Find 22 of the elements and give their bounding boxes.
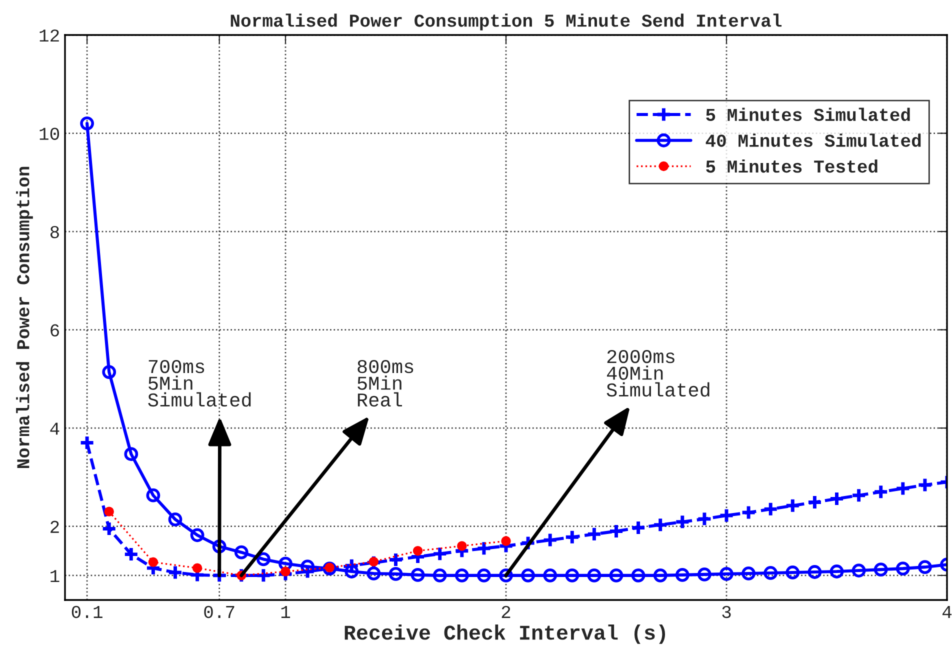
x-axis-title: Receive Check Interval (s) bbox=[344, 624, 666, 644]
legend-label: 40 Minutes Simulated bbox=[706, 134, 921, 147]
x-tick-label: 0.7 bbox=[204, 606, 234, 618]
annotation: 800ms 5Min Real bbox=[358, 360, 414, 407]
legend-label: 5 Minutes Simulated bbox=[706, 108, 910, 122]
y-tick-label: 10 bbox=[40, 128, 60, 140]
y-tick-label: 4 bbox=[50, 422, 60, 435]
x-tick-label: 3 bbox=[722, 606, 731, 618]
legend-label: 5 Minutes Tested bbox=[706, 159, 878, 173]
x-tick-label: 4 bbox=[942, 606, 952, 618]
x-tick-label: 1 bbox=[281, 606, 290, 618]
y-tick-label: 6 bbox=[50, 324, 59, 337]
x-tick-label: 0.1 bbox=[72, 606, 102, 618]
y-tick-label: 2 bbox=[50, 520, 59, 533]
chart-title: Normalised Power Consumption 5 Minute Send Interval bbox=[230, 14, 782, 30]
annotation: 2000ms 40Min Simulated bbox=[606, 350, 710, 397]
y-tick-label: 8 bbox=[50, 226, 59, 238]
y-tick-label: 1 bbox=[50, 570, 60, 582]
y-axis-title: Normalised Power Consumption bbox=[16, 166, 33, 468]
annotation: 700ms 5Min Simulated bbox=[148, 360, 251, 407]
x-tick-label: 2 bbox=[502, 606, 510, 618]
y-tick-label: 12 bbox=[40, 29, 59, 42]
